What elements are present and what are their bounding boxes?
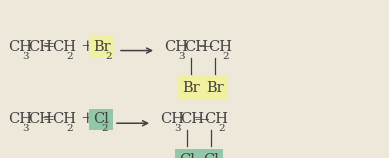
Text: CH: CH <box>164 40 188 54</box>
Text: +: + <box>80 38 93 55</box>
Text: CH: CH <box>160 112 184 126</box>
Text: CH: CH <box>28 40 52 54</box>
Text: 3: 3 <box>174 124 180 133</box>
Text: CH: CH <box>52 112 76 126</box>
Text: CH: CH <box>52 40 76 54</box>
Text: 2: 2 <box>101 124 108 133</box>
Text: CH: CH <box>8 112 32 126</box>
Text: Cl: Cl <box>93 112 109 126</box>
Text: =: = <box>42 112 54 126</box>
Text: 3: 3 <box>22 52 29 61</box>
Text: 3: 3 <box>178 52 185 61</box>
Text: CH: CH <box>208 40 232 54</box>
Text: 2: 2 <box>105 52 112 61</box>
Text: Br: Br <box>182 81 200 94</box>
Text: —: — <box>194 112 209 126</box>
Text: 3: 3 <box>22 124 29 133</box>
Text: Br: Br <box>206 81 224 94</box>
Text: —: — <box>198 40 213 54</box>
Text: Cl: Cl <box>179 153 195 158</box>
Text: Br: Br <box>93 40 110 54</box>
Text: =: = <box>42 40 54 54</box>
Text: CH: CH <box>180 112 204 126</box>
Text: 2: 2 <box>66 52 73 61</box>
Text: 2: 2 <box>218 124 224 133</box>
Text: +: + <box>80 110 93 127</box>
Text: 2: 2 <box>222 52 229 61</box>
Text: CH: CH <box>8 40 32 54</box>
Text: CH: CH <box>204 112 228 126</box>
Text: 2: 2 <box>66 124 73 133</box>
Text: Cl: Cl <box>203 153 219 158</box>
Text: CH: CH <box>184 40 208 54</box>
Text: CH: CH <box>28 112 52 126</box>
